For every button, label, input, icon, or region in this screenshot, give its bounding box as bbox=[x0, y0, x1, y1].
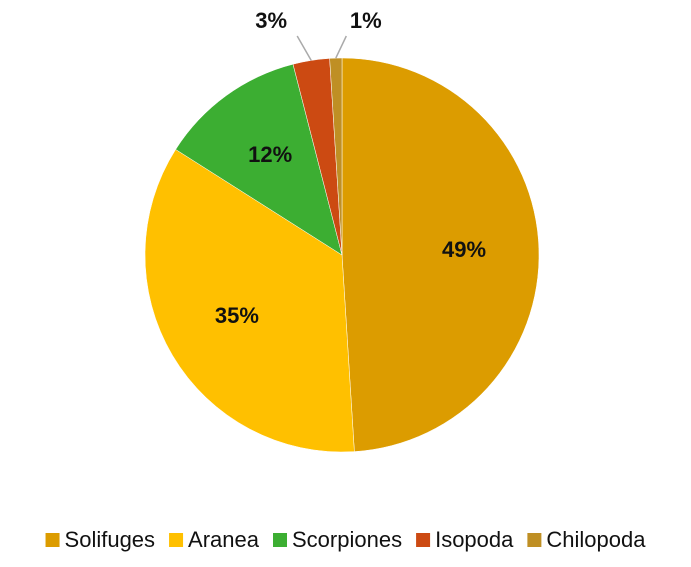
pie-slice bbox=[144, 149, 355, 453]
pie-slice bbox=[175, 63, 343, 256]
leader-line bbox=[335, 35, 347, 59]
legend-label: Aranea bbox=[188, 527, 260, 552]
data-label: 35% bbox=[215, 303, 259, 328]
leader-line bbox=[296, 35, 312, 61]
legend-swatch bbox=[273, 533, 288, 547]
data-label: 3% bbox=[255, 8, 287, 33]
data-label: 12% bbox=[248, 142, 292, 167]
data-label: 49% bbox=[442, 237, 486, 262]
legend-label: Solifuges bbox=[65, 527, 156, 552]
pie-slice bbox=[341, 57, 540, 452]
data-label: 1% bbox=[350, 8, 382, 33]
legend-label: Isopoda bbox=[435, 527, 514, 552]
legend-label: Chilopoda bbox=[546, 527, 646, 552]
legend: Solifuges Aranea Scorpiones Isopoda Chilopod… bbox=[45, 527, 646, 552]
pie-slice bbox=[329, 57, 343, 256]
legend-swatch bbox=[169, 533, 184, 547]
legend-label: Scorpiones bbox=[292, 527, 402, 552]
legend-swatch bbox=[416, 533, 431, 547]
legend-swatch bbox=[45, 533, 60, 547]
legend-swatch bbox=[527, 533, 542, 547]
